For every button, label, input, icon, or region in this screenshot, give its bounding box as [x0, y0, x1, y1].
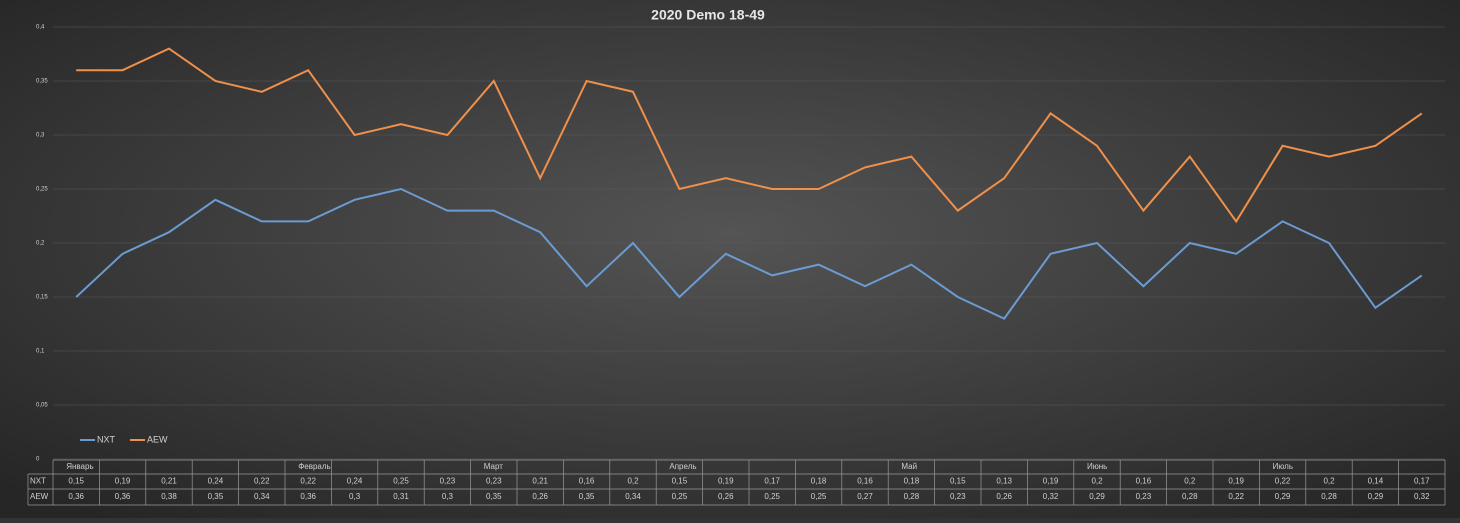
- table-cell: 0,16: [579, 477, 595, 486]
- y-tick-label: 0,3: [36, 133, 45, 139]
- table-cell: 0,35: [486, 492, 502, 501]
- table-cell: 0,19: [718, 477, 734, 486]
- y-tick-label: 0,4: [36, 25, 45, 31]
- table-cell: 0,38: [161, 492, 177, 501]
- table-cell: 0,23: [950, 492, 966, 501]
- table-cell: 0,31: [393, 492, 409, 501]
- table-cell: 0,2: [1091, 477, 1103, 486]
- legend-label: AEW: [147, 434, 168, 444]
- table-cell: 0,18: [811, 477, 827, 486]
- table-cell: 0,19: [1043, 477, 1059, 486]
- table-cell: 0,2: [627, 477, 639, 486]
- table-row-label: AEW: [30, 492, 49, 501]
- table-cell: 0,21: [161, 477, 177, 486]
- table-cell: 0,28: [1321, 492, 1337, 501]
- table-cell: 0,17: [764, 477, 780, 486]
- table-cell: 0,36: [300, 492, 316, 501]
- y-tick-label: 0,15: [36, 295, 48, 301]
- table-cell: 0,29: [1368, 492, 1384, 501]
- table-cell: 0,16: [857, 477, 873, 486]
- table-cell: 0,25: [811, 492, 827, 501]
- table-cell: 0,22: [1228, 492, 1244, 501]
- table-cell: 0,24: [208, 477, 224, 486]
- table-cell: 0,36: [115, 492, 131, 501]
- table-cell: 0,23: [486, 477, 502, 486]
- y-tick-label: 0,2: [36, 241, 45, 247]
- table-cell: 0,22: [300, 477, 316, 486]
- table-cell: 0,28: [1182, 492, 1198, 501]
- table-cell: 0,28: [904, 492, 920, 501]
- table-cell: 0,35: [208, 492, 224, 501]
- x-tick-label: Февраль: [298, 462, 331, 471]
- table-cell: 0,26: [532, 492, 548, 501]
- table-cell: 0,19: [115, 477, 131, 486]
- table-cell: 0,34: [254, 492, 270, 501]
- x-tick-label: Апрель: [669, 462, 696, 471]
- table-cell: 0,3: [442, 492, 454, 501]
- table-cell: 0,18: [904, 477, 920, 486]
- table-cell: 0,25: [764, 492, 780, 501]
- table-cell: 0,14: [1368, 477, 1384, 486]
- table-cell: 0,26: [996, 492, 1012, 501]
- x-tick-label: Май: [901, 462, 917, 471]
- table-row-label: NXT: [30, 477, 46, 486]
- line-series: [75, 187, 1423, 320]
- legend-label: NXT: [97, 434, 116, 444]
- table-cell: 0,27: [857, 492, 873, 501]
- table-cell: 0,24: [347, 477, 363, 486]
- table-cell: 0,17: [1414, 477, 1430, 486]
- table-cell: 0,25: [672, 492, 688, 501]
- table-cell: 0,22: [1275, 477, 1291, 486]
- table-cell: 0,34: [625, 492, 641, 501]
- x-tick-label: Январь: [66, 462, 93, 471]
- table-cell: 0,15: [950, 477, 966, 486]
- x-tick-label: Март: [484, 462, 503, 471]
- x-tick-label: Июнь: [1087, 462, 1107, 471]
- chart-title: 2020 Demo 18-49: [651, 7, 765, 23]
- x-tick-label: Июль: [1273, 462, 1293, 471]
- table-cell: 0,2: [1184, 477, 1196, 486]
- table-cell: 0,22: [254, 477, 270, 486]
- table-cell: 0,15: [672, 477, 688, 486]
- table-cell: 0,23: [440, 477, 456, 486]
- table-cell: 0,13: [996, 477, 1012, 486]
- table-cell: 0,29: [1275, 492, 1291, 501]
- table-cell: 0,25: [393, 477, 409, 486]
- table-cell: 0,36: [68, 492, 84, 501]
- table-cell: 0,23: [1136, 492, 1152, 501]
- table-cell: 0,29: [1089, 492, 1105, 501]
- table-cell: 0,15: [68, 477, 84, 486]
- table-cell: 0,26: [718, 492, 734, 501]
- y-tick-label: 0,1: [36, 349, 45, 355]
- table-cell: 0,19: [1228, 477, 1244, 486]
- y-tick-label: 0: [36, 457, 40, 463]
- y-tick-label: 0,05: [36, 403, 48, 409]
- table-cell: 0,21: [532, 477, 548, 486]
- table-cell: 0,3: [349, 492, 361, 501]
- y-tick-label: 0,25: [36, 187, 48, 193]
- table-cell: 0,32: [1414, 492, 1430, 501]
- table-cell: 0,35: [579, 492, 595, 501]
- line-series: [76, 47, 1423, 224]
- table-cell: 0,2: [1323, 477, 1335, 486]
- y-tick-label: 0,35: [36, 79, 48, 85]
- table-cell: 0,16: [1136, 477, 1152, 486]
- table-cell: 0,32: [1043, 492, 1059, 501]
